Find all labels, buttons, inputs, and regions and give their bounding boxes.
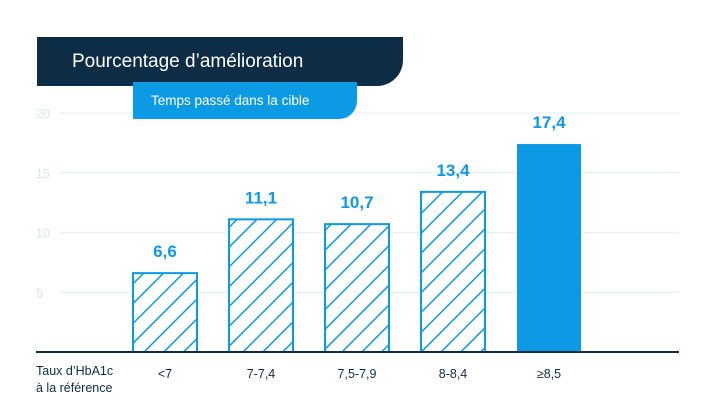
x-tick-labels: <7 7-7,4 7,5-7,9 8-8,4 ≥8,5 <box>158 367 561 381</box>
y-tick-label: 15 <box>36 167 50 181</box>
value-labels: 6,6 11,1 10,7 13,4 17,4 <box>153 113 566 261</box>
x-tick-label: ≥8,5 <box>537 367 561 381</box>
x-tick-label: 7-7,4 <box>247 367 276 381</box>
value-label: 6,6 <box>153 242 177 261</box>
bar-3 <box>324 223 390 353</box>
chart-subtitle: Temps passé dans la cible <box>133 82 357 119</box>
bars <box>132 144 581 354</box>
x-axis-label-line-2: à la référence <box>36 381 113 395</box>
y-tick-label: 20 <box>36 107 50 121</box>
x-tick-label: 8-8,4 <box>439 367 468 381</box>
value-label: 13,4 <box>436 161 470 180</box>
bar-4 <box>420 190 486 353</box>
bar-5 <box>517 144 581 352</box>
x-tick-label: <7 <box>158 367 172 381</box>
x-axis-label: Taux d’HbA1c à la référence <box>36 363 156 397</box>
value-label: 10,7 <box>340 193 373 212</box>
bar-2 <box>228 218 294 353</box>
y-tick-label: 5 <box>36 286 43 300</box>
y-tick-label: 10 <box>36 227 50 241</box>
x-axis-label-line-1: Taux d’HbA1c <box>36 364 114 378</box>
value-label: 17,4 <box>532 113 566 132</box>
chart-title: Pourcentage d’amélioration <box>37 37 403 86</box>
x-tick-label: 7,5-7,9 <box>338 367 377 381</box>
value-label: 11,1 <box>245 188 277 207</box>
bar-1 <box>132 272 198 354</box>
